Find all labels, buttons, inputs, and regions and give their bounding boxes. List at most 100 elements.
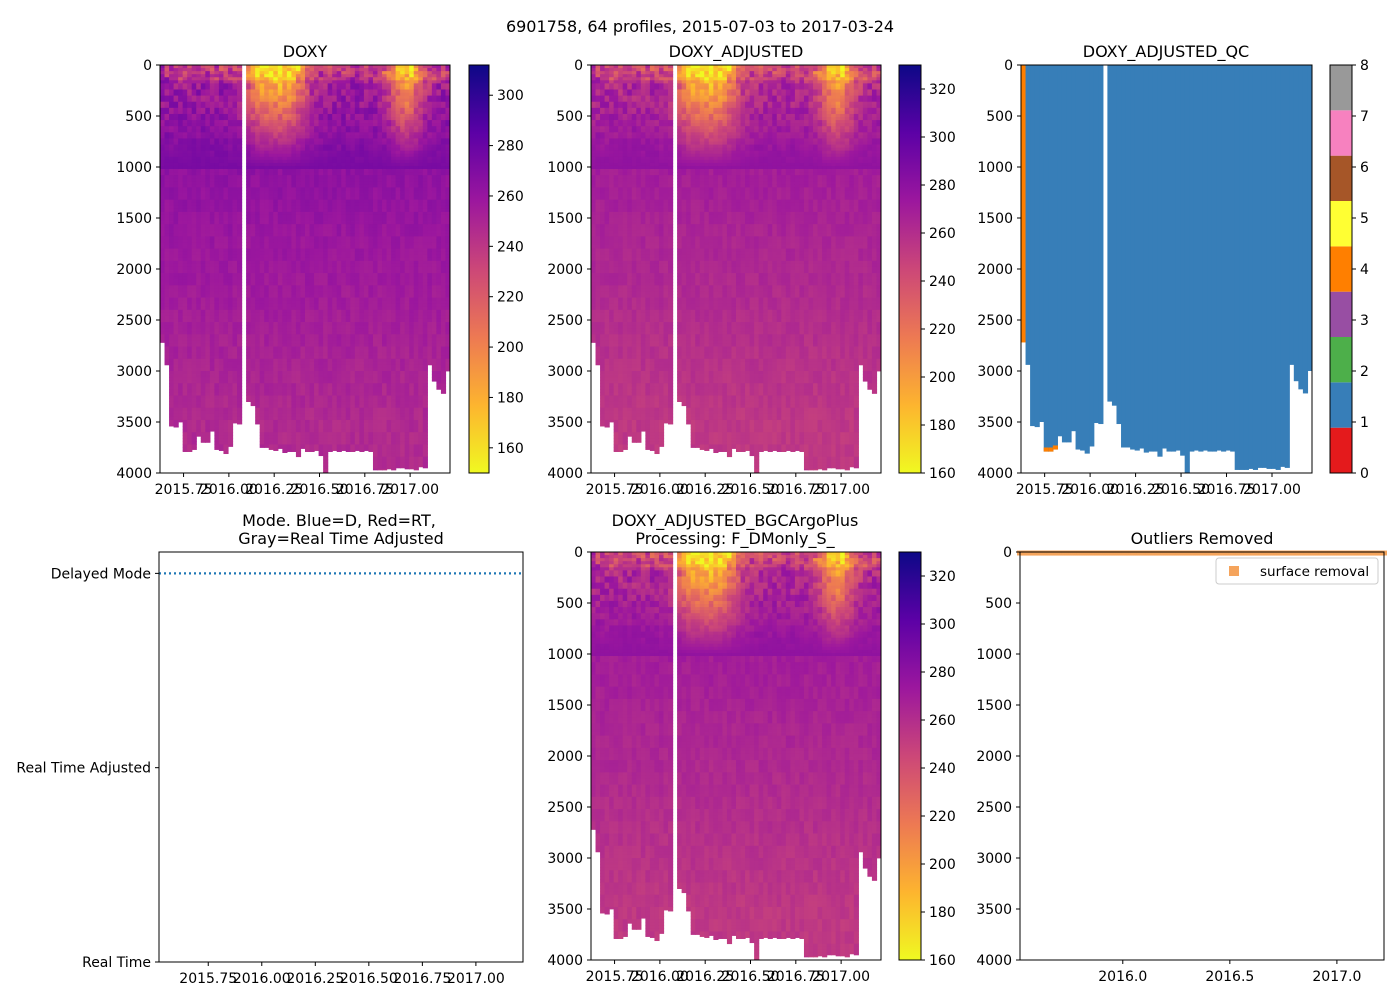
heat-cell <box>209 227 215 231</box>
heat-cell <box>282 254 288 259</box>
heat-cell <box>277 227 283 231</box>
heat-cell <box>273 77 279 81</box>
heat-cell <box>169 68 175 72</box>
heat-cell <box>259 227 265 231</box>
heat-cell <box>246 288 252 292</box>
heat-cell <box>246 282 252 286</box>
heat-cell <box>160 334 166 338</box>
heat-cell <box>196 218 202 222</box>
heat-cell <box>318 315 324 320</box>
heat-cell <box>200 251 206 256</box>
heat-cell <box>300 104 306 109</box>
heat-cell <box>259 374 265 378</box>
heat-cell <box>309 401 315 406</box>
heat-cell <box>205 270 211 274</box>
heat-cell <box>246 196 252 201</box>
heat-cell <box>268 371 274 375</box>
heat-cell <box>227 426 234 430</box>
heat-cell <box>291 83 297 87</box>
heat-cell <box>182 211 188 216</box>
heat-cell <box>200 193 206 197</box>
heat-cell <box>268 211 274 216</box>
heat-cell <box>268 309 274 314</box>
heat-cell <box>169 294 175 298</box>
heat-cell <box>305 193 311 197</box>
heat-cell <box>291 294 297 298</box>
heat-cell <box>173 331 179 335</box>
heat-cell <box>237 159 243 164</box>
heat-cell <box>205 325 211 329</box>
heat-cell <box>259 89 265 93</box>
heat-cell <box>187 181 193 185</box>
heat-cell <box>182 257 188 262</box>
heat-cell <box>264 153 270 158</box>
heat-cell <box>332 325 338 329</box>
heat-cell <box>345 233 351 237</box>
heat-cell <box>277 273 283 277</box>
heat-cell <box>259 92 265 96</box>
heat-cell <box>318 147 324 152</box>
heat-cell <box>277 218 283 222</box>
heat-cell <box>268 205 274 210</box>
heat-cell <box>218 312 225 317</box>
heat-cell <box>209 101 215 106</box>
heat-cell <box>327 196 333 201</box>
heat-cell <box>255 276 261 280</box>
heat-cell <box>237 318 243 323</box>
heat-cell <box>332 346 338 350</box>
heat-cell <box>264 165 270 170</box>
heat-cell <box>282 239 288 243</box>
heat-cell <box>178 129 184 133</box>
heat-cell <box>282 346 288 350</box>
heat-cell <box>264 211 270 216</box>
heat-cell <box>341 263 347 268</box>
heat-cell <box>286 346 293 350</box>
heat-cell <box>318 260 324 265</box>
heat-cell <box>336 306 342 311</box>
heat-cell <box>250 322 256 326</box>
heat-cell <box>273 147 279 152</box>
heat-cell <box>182 193 188 197</box>
heat-cell <box>305 361 311 366</box>
heat-cell <box>237 224 243 228</box>
heat-cell <box>318 395 324 399</box>
heat-cell <box>232 224 238 228</box>
heat-cell <box>273 190 279 194</box>
heat-cell <box>327 383 333 387</box>
heat-cell <box>345 340 351 344</box>
heat-cell <box>205 172 211 176</box>
heat-cell <box>314 444 320 448</box>
heat-cell <box>282 169 288 173</box>
heat-cell <box>323 113 329 118</box>
heat-cell <box>282 147 288 152</box>
heat-cell <box>336 98 342 103</box>
heat-cell <box>255 162 261 167</box>
heat-cell <box>187 144 193 149</box>
heat-cell <box>191 364 197 369</box>
heat-cell <box>214 331 220 335</box>
heat-cell <box>182 181 188 185</box>
heat-cell <box>205 218 211 222</box>
heat-cell <box>309 175 315 179</box>
heat-cell <box>291 65 297 69</box>
heat-cell <box>273 92 279 96</box>
heat-cell <box>169 361 175 366</box>
heat-cell <box>273 74 279 78</box>
heat-cell <box>218 80 225 84</box>
heat-cell <box>327 328 333 332</box>
heat-cell <box>341 303 347 308</box>
heat-cell <box>182 416 188 421</box>
heat-cell <box>291 306 297 311</box>
heat-cell <box>264 419 270 424</box>
heat-cell <box>282 318 288 323</box>
heat-cell <box>178 101 184 106</box>
heat-cell <box>164 196 170 201</box>
heat-cell <box>200 150 206 155</box>
heat-cell <box>182 86 188 90</box>
heat-cell <box>295 435 302 439</box>
heat-cell <box>259 159 265 164</box>
heat-cell <box>196 233 202 237</box>
heat-cell <box>169 239 175 243</box>
heat-cell <box>182 291 188 295</box>
heat-cell <box>341 444 347 448</box>
